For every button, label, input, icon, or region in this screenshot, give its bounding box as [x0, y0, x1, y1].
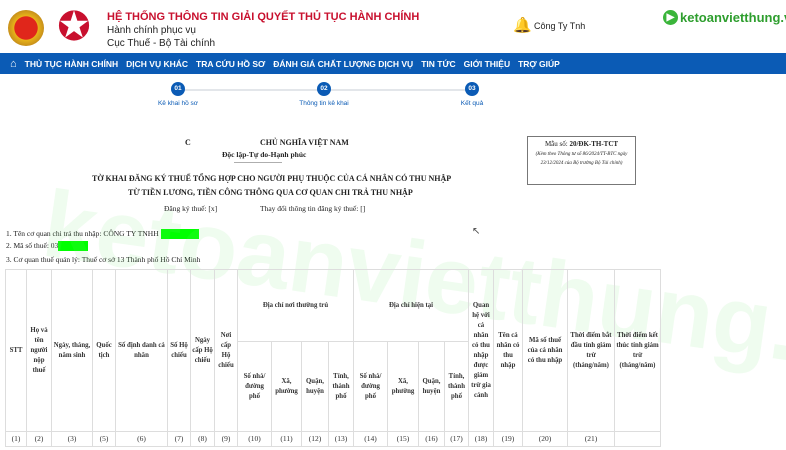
nav-item[interactable]: TIN TỨC	[421, 58, 456, 69]
national-emblem-logo	[8, 10, 44, 46]
system-title: HỆ THỐNG THÔNG TIN GIẢI QUYẾT THỦ TỤC HÀ…	[107, 11, 420, 23]
form-title-2: TỪ TIỀN LƯƠNG, TIỀN CÔNG THÔNG QUA CƠ QU…	[128, 188, 413, 197]
col-header: Thời điểm bắt đầu tính giảm trừ (tháng/n…	[567, 269, 615, 432]
sub-header: Số nhà/ đường phố	[237, 341, 272, 432]
col-header: Số định danh cá nhân	[115, 269, 168, 432]
column-number: (5)	[92, 431, 116, 447]
col-header: Quan hệ với cá nhân có thu nhập được giả…	[468, 269, 494, 432]
column-number: (16)	[418, 431, 445, 447]
form-title-1: TỜ KHAI ĐĂNG KÝ THUẾ TỔNG HỢP CHO NGƯỜI …	[92, 174, 452, 183]
step-number: 02	[317, 82, 331, 96]
redaction	[58, 241, 89, 252]
column-number: (20)	[522, 431, 568, 447]
group-header: Địa chỉ nơi thường trú	[237, 269, 354, 342]
nav-item[interactable]: THỦ TỤC HÀNH CHÍNH	[24, 58, 119, 69]
form-number-label: Mẫu số:	[544, 140, 570, 148]
sub-header: Tỉnh, thành phố	[444, 341, 469, 432]
col-header: Ngày, tháng, năm sinh	[51, 269, 93, 432]
sub-header: Quận, huyện	[418, 341, 445, 432]
register-option: Đăng ký thuế: [x]	[164, 204, 218, 213]
column-number: (13)	[328, 431, 354, 447]
brand-icon: ▶	[663, 10, 678, 25]
tax-code: 2. Mã số thuế: 03	[6, 241, 89, 252]
col-header: Họ và tên người nộp thuế	[26, 269, 52, 432]
column-number	[614, 431, 661, 447]
column-number: (12)	[301, 431, 329, 447]
brand-text: ketoanvietthung.vn	[680, 10, 786, 25]
col-header: Mã số thuế của cá nhân có thu nhập	[522, 269, 568, 432]
payer-name: 1. Tên cơ quan chi trả thu nhập: CÔNG TY…	[6, 229, 199, 240]
form-number: 20/ĐK-TH-TCT	[569, 140, 619, 148]
agency: Cục Thuế - Bộ Tài chính	[107, 38, 216, 49]
nav-item[interactable]: ĐÁNH GIÁ CHẤT LƯỢNG DỊCH VỤ	[273, 58, 414, 69]
motto: Độc lập-Tự do-Hạnh phúc	[222, 150, 307, 159]
user-company[interactable]: Công Ty Tnh	[534, 21, 586, 31]
col-header: Nơi cấp Hộ chiếu	[214, 269, 238, 432]
brand-watermark: ▶ketoanvietthung.vn	[663, 10, 786, 25]
column-number: (17)	[444, 431, 469, 447]
change-option: Thay đổi thông tin đăng ký thuế: []	[260, 204, 366, 213]
col-header: Thời điểm kết thúc tính giảm trừ (tháng/…	[614, 269, 661, 432]
redaction	[160, 229, 199, 240]
step-3[interactable]: 03 Kết quả	[432, 82, 512, 107]
step-label: Kết quả	[460, 100, 484, 107]
tax-code-text: 2. Mã số thuế: 03	[6, 241, 59, 250]
step-label: Thông tin kê khai	[299, 100, 349, 107]
step-number: 03	[465, 82, 479, 96]
step-label: Kê khai hồ sơ	[157, 100, 199, 107]
site-header: ✪ HỆ THỐNG THÔNG TIN GIẢI QUYẾT THỦ TỤC …	[0, 0, 786, 53]
step-number: 01	[171, 82, 185, 96]
nav-item[interactable]: TRA CỨU HỒ SƠ	[196, 58, 266, 69]
form-number-box: Mẫu số: 20/ĐK-TH-TCT (Kèm theo Thông tư s…	[527, 136, 636, 185]
sub-header: Quận, huyện	[301, 341, 329, 432]
nav-item[interactable]: DỊCH VỤ KHÁC	[126, 58, 189, 69]
column-number: (11)	[271, 431, 302, 447]
column-number: (14)	[353, 431, 388, 447]
group-header: Địa chỉ hiện tại	[353, 269, 469, 342]
column-number: (15)	[387, 431, 419, 447]
column-number: (8)	[190, 431, 215, 447]
main-nav: ⌂ THỦ TỤC HÀNH CHÍNH DỊCH VỤ KHÁC TRA CỨ…	[0, 53, 786, 74]
col-header: Ngày cấp Hộ chiếu	[190, 269, 215, 432]
sub-header: Xã, phường	[387, 341, 419, 432]
republic-title: CHỦ NGHĨA VIỆT NAM	[260, 138, 349, 147]
step-1[interactable]: 01 Kê khai hồ sơ	[138, 82, 218, 107]
column-number: (9)	[214, 431, 238, 447]
column-number: (19)	[493, 431, 523, 447]
home-icon[interactable]: ⌂	[10, 57, 17, 70]
column-number: (1)	[5, 431, 27, 447]
column-number: (2)	[26, 431, 52, 447]
mouse-cursor-icon: ↖	[472, 226, 481, 237]
service-star-logo: ✪	[57, 5, 91, 49]
column-number: (7)	[167, 431, 191, 447]
col-header: STT	[5, 269, 27, 432]
sub-header: Tỉnh, thành phố	[328, 341, 354, 432]
col-header: Số Hộ chiếu	[167, 269, 191, 432]
republic-prefix: C	[185, 138, 191, 147]
dependents-table: STT Họ và tên người nộp thuế Ngày, tháng…	[5, 269, 661, 447]
sub-header: Xã, phường	[271, 341, 302, 432]
tax-office: 3. Cơ quan thuế quản lý: Thuế cơ sở 13 T…	[6, 255, 201, 264]
sub-header: Số nhà/ đường phố	[353, 341, 388, 432]
bell-icon[interactable]: 🔔	[513, 17, 532, 34]
form-note: (Kèm theo Thông tư số 86/2024/TT-BTC ngà…	[535, 152, 628, 166]
nav-item[interactable]: GIỚI THIỆU	[463, 58, 511, 69]
col-header: Quốc tịch	[92, 269, 116, 432]
column-number: (10)	[237, 431, 272, 447]
payer-name-text: 1. Tên cơ quan chi trả thu nhập: CÔNG TY…	[6, 229, 161, 238]
progress-steps: 01 Kê khai hồ sơ 02 Thông tin kê khai 03 Kế…	[0, 82, 786, 112]
column-number: (21)	[567, 431, 615, 447]
subtitle: Hành chính phục vụ	[107, 25, 196, 36]
column-number: (18)	[468, 431, 494, 447]
col-header: Tên cá nhân có thu nhập	[493, 269, 523, 432]
column-number: (3)	[51, 431, 93, 447]
column-number-row: (1) (2) (3) (5) (6) (7) (8) (9) (10) (11) (12) (13)…	[5, 431, 661, 447]
form-document: C CHỦ NGHĨA VIỆT NAM Độc lập-Tự do-Hạnh …	[0, 128, 786, 450]
nav-item[interactable]: TRỢ GIÚP	[518, 58, 560, 69]
divider: ------------------------	[234, 160, 282, 166]
step-2[interactable]: 02 Thông tin kê khai	[284, 82, 364, 107]
column-number: (6)	[115, 431, 168, 447]
